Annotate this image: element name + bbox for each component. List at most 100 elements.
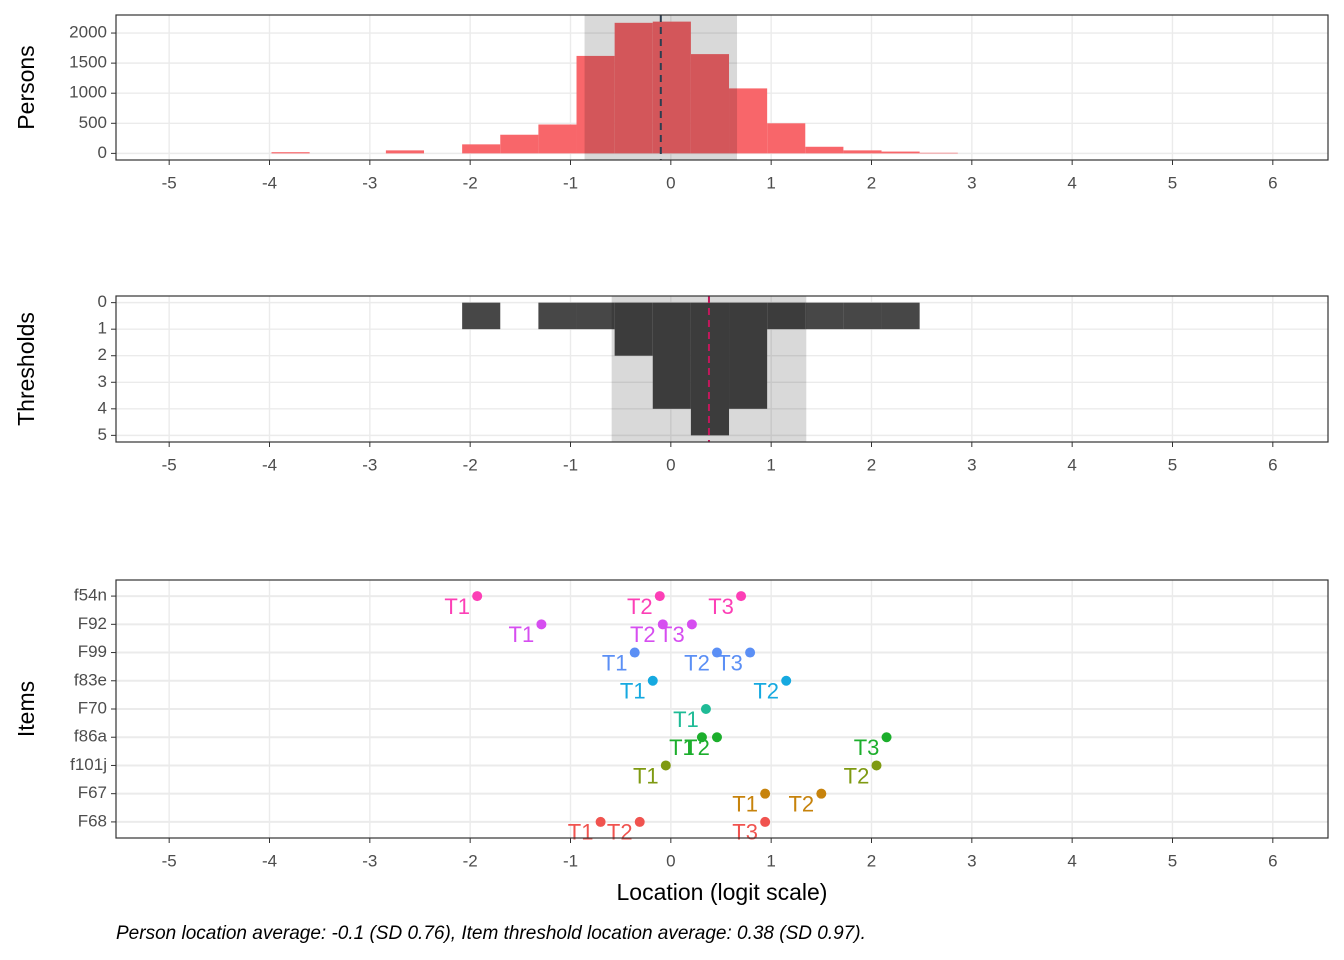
x-tick-label: -1 [563,173,578,192]
threshold-point [634,816,645,827]
x-tick-label: -3 [362,173,377,192]
bar [576,302,615,330]
y-tick-label: 1500 [69,53,107,72]
threshold-label: T1 [669,735,695,760]
y-tick-label: 5 [98,425,107,444]
bar [729,302,768,409]
y-tick-label: F67 [78,783,107,802]
x-tick-label: 1 [766,851,775,870]
threshold-point [760,816,771,827]
threshold-label: T1 [620,679,646,704]
y-tick-label: f83e [74,670,107,689]
bar [729,88,768,154]
x-tick-label: -2 [463,851,478,870]
threshold-point [595,816,606,827]
bar [805,146,844,154]
y-tick-label: 0 [98,292,107,311]
x-tick-label: 3 [967,851,976,870]
threshold-point [881,732,892,743]
x-tick-label: 5 [1168,173,1177,192]
y-tick-label: F92 [78,614,107,633]
x-tick-label: 1 [766,173,775,192]
bar [652,21,691,154]
threshold-label: T2 [630,622,656,647]
threshold-label: T2 [684,735,710,760]
threshold-label: T1 [568,820,594,845]
x-tick-label: 5 [1168,455,1177,474]
bar [805,302,844,330]
bar [614,302,653,356]
x-tick-label: 3 [967,173,976,192]
bar [919,152,958,154]
x-tick-label: 4 [1067,851,1076,870]
threshold-point [871,760,882,771]
x-tick-label: 2 [867,455,876,474]
bar [614,22,653,154]
y-tick-label: 1 [98,319,107,338]
threshold-point [745,647,756,658]
y-tick-label: f86a [74,727,108,746]
threshold-point [472,591,483,602]
threshold-label: T2 [753,679,779,704]
plot-border [115,579,1329,839]
threshold-point [654,591,665,602]
threshold-point [536,619,547,630]
x-axis-title: Location (logit scale) [617,879,828,905]
threshold-point [696,732,707,743]
bar [690,54,730,154]
y-tick-label: 4 [98,398,107,417]
threshold-label: T1 [633,763,659,788]
threshold-point [781,675,792,686]
bar [576,55,615,154]
threshold-label: T3 [659,622,685,647]
y-tick-label: 3 [98,372,107,391]
bar [462,302,501,330]
threshold-point [711,647,722,658]
threshold-label: T1 [444,594,470,619]
y-tick-label: F99 [78,642,107,661]
threshold-label: T1 [673,707,699,732]
threshold-label: T1 [509,622,535,647]
y-axis-title: Thresholds [13,312,39,426]
x-tick-label: 2 [867,173,876,192]
x-tick-label: -2 [463,455,478,474]
bar [462,144,501,154]
x-tick-label: 3 [967,455,976,474]
x-tick-label: -1 [563,455,578,474]
y-tick-label: 1000 [69,83,107,102]
x-tick-label: -4 [262,851,277,870]
y-tick-label: 0 [98,143,107,162]
threshold-label: T2 [844,763,870,788]
x-tick-label: -4 [262,173,277,192]
threshold-point [629,647,640,658]
x-tick-label: -5 [162,173,177,192]
x-tick-label: 6 [1268,173,1277,192]
plot-border [115,14,1329,161]
x-tick-label: 1 [766,455,775,474]
x-tick-label: -5 [162,455,177,474]
threshold-point [700,704,711,714]
bar [538,302,577,330]
x-tick-label: -4 [262,455,277,474]
y-tick-label: F68 [78,811,107,830]
y-axis-title: Items [13,681,39,737]
threshold-label: T3 [732,820,758,845]
x-tick-label: 6 [1268,851,1277,870]
threshold-label: T3 [717,650,743,675]
bar [881,302,920,330]
x-tick-label: -5 [162,851,177,870]
plot-border [115,295,1329,443]
threshold-label: T1 [732,791,758,816]
bar [500,134,539,154]
caption: Person location average: -0.1 (SD 0.76),… [116,923,866,944]
bar [767,302,806,330]
bar [385,150,425,154]
threshold-point [760,788,771,799]
threshold-point [657,619,668,630]
bar [538,124,577,154]
threshold-point [816,788,827,799]
x-tick-label: 4 [1067,455,1076,474]
threshold-point [660,760,671,771]
y-tick-label: 2000 [69,23,107,42]
threshold-label: T2 [627,594,653,619]
